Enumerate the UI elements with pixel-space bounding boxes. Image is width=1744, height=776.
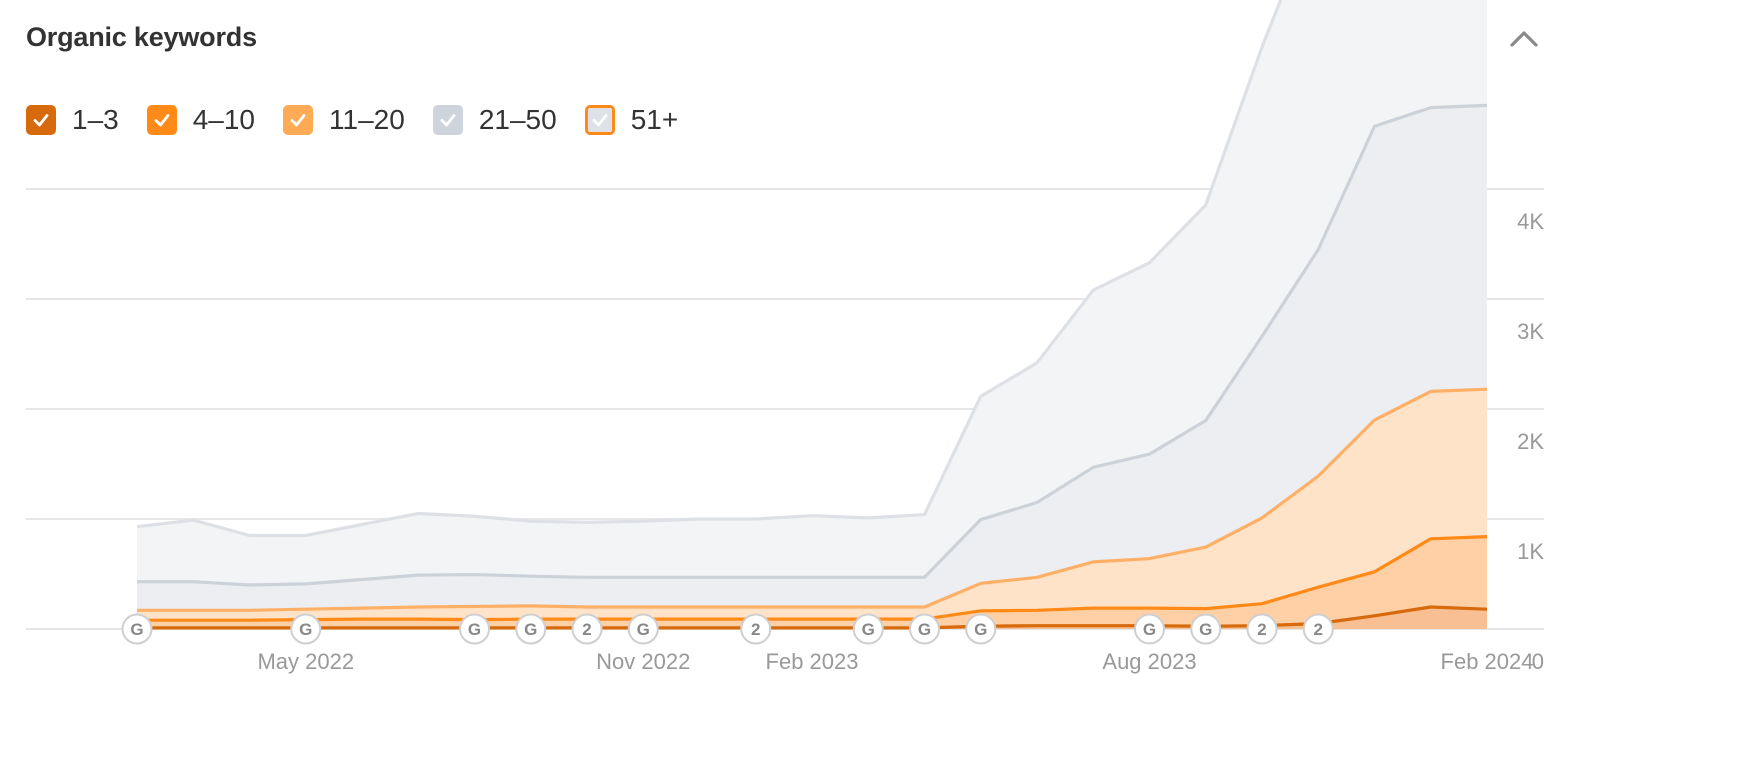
- google-update-marker[interactable]: G: [852, 613, 884, 645]
- check-icon: [440, 114, 456, 127]
- x-tick-label: Feb 2024: [1441, 649, 1534, 674]
- area-pos-21-50: [137, 105, 1487, 611]
- area-pos-51-plus: [137, 0, 1487, 585]
- legend-item-51-plus[interactable]: 51+: [584, 104, 679, 136]
- marker-label: 2: [1314, 620, 1323, 639]
- area-pos-1-3: [137, 607, 1487, 629]
- marker-label: G: [862, 620, 875, 639]
- x-tick-label: Aug 2023: [1102, 649, 1196, 674]
- legend-label: 21–50: [478, 104, 557, 135]
- checkbox-4-10[interactable]: [146, 105, 177, 135]
- marker-circle: [515, 613, 547, 645]
- marker-label: 2: [1257, 620, 1266, 639]
- line-pos-51-plus: [136, 0, 1283, 538]
- legend-label: 51+: [630, 104, 679, 135]
- legend: 1–3 4–10 11–20 21–50 51+: [26, 104, 706, 136]
- update-marker[interactable]: 2: [1302, 613, 1334, 645]
- marker-circle: [1246, 613, 1278, 645]
- page-title: Organic keywords: [26, 22, 257, 52]
- legend-label: 1–3: [72, 104, 119, 135]
- marker-circle: [965, 613, 997, 645]
- marker-circle: [852, 613, 884, 645]
- check-icon: [33, 114, 49, 127]
- marker-circle: [627, 613, 659, 645]
- legend-item-4-10[interactable]: 4–10: [146, 104, 256, 136]
- checkbox-51-plus[interactable]: [584, 105, 615, 135]
- y-tick-label: 4K: [1517, 209, 1544, 234]
- legend-item-21-50[interactable]: 21–50: [432, 104, 557, 136]
- marker-circle: [1134, 613, 1165, 645]
- y-tick-label: 1K: [1517, 539, 1544, 564]
- google-update-marker[interactable]: G: [627, 613, 659, 645]
- google-update-marker[interactable]: G: [121, 613, 153, 645]
- marker-circle: [121, 613, 153, 645]
- collapse-button[interactable]: [1502, 18, 1546, 58]
- marker-label: G: [130, 620, 143, 639]
- chevron-up-icon: [1510, 31, 1538, 47]
- google-update-marker[interactable]: G: [515, 613, 547, 645]
- marker-label: G: [918, 620, 931, 639]
- marker-label: G: [1143, 620, 1156, 639]
- marker-circle: [1190, 613, 1222, 645]
- marker-circle: [1302, 613, 1334, 645]
- check-icon: [592, 114, 608, 127]
- marker-label: G: [299, 620, 312, 639]
- google-update-marker[interactable]: G: [1190, 613, 1222, 645]
- line-pos-4-10: [137, 535, 1488, 622]
- y-tick-label: 0: [1532, 649, 1544, 674]
- x-tick-label: Feb 2023: [766, 649, 859, 674]
- marker-label: G: [1199, 620, 1212, 639]
- google-update-marker[interactable]: G: [909, 613, 940, 645]
- google-update-marker[interactable]: G: [965, 613, 997, 645]
- check-icon: [290, 114, 306, 127]
- line-pos-11-20: [137, 387, 1488, 612]
- marker-circle: [909, 613, 940, 645]
- checkbox-21-50[interactable]: [432, 105, 463, 135]
- marker-label: 2: [582, 620, 591, 639]
- marker-circle: [571, 613, 603, 645]
- checkbox-1-3[interactable]: [26, 105, 56, 135]
- legend-label: 11–20: [329, 104, 405, 135]
- legend-label: 4–10: [192, 104, 256, 135]
- legend-item-1-3[interactable]: 1–3: [26, 104, 119, 136]
- x-tick-label: Nov 2022: [596, 649, 690, 674]
- marker-label: G: [468, 620, 481, 639]
- marker-label: G: [974, 620, 987, 639]
- google-update-marker[interactable]: G: [290, 613, 322, 645]
- y-tick-label: 2K: [1517, 429, 1544, 454]
- google-update-marker[interactable]: G: [459, 613, 490, 645]
- marker-circle: [459, 613, 490, 645]
- marker-label: G: [637, 620, 650, 639]
- marker-label: 2: [751, 620, 760, 639]
- marker-circle: [290, 613, 322, 645]
- marker-label: G: [524, 620, 537, 639]
- x-tick-label: May 2022: [257, 649, 354, 674]
- google-update-marker[interactable]: G: [1134, 613, 1165, 645]
- line-pos-21-50: [137, 103, 1488, 587]
- update-marker[interactable]: 2: [1246, 613, 1278, 645]
- marker-circle: [740, 613, 772, 645]
- area-pos-11-20: [137, 389, 1487, 621]
- legend-item-11-20[interactable]: 11–20: [283, 104, 405, 136]
- checkbox-11-20[interactable]: [283, 105, 314, 135]
- check-icon: [154, 114, 170, 127]
- y-tick-label: 3K: [1517, 319, 1544, 344]
- update-marker[interactable]: 2: [740, 613, 772, 645]
- update-marker[interactable]: 2: [571, 613, 603, 645]
